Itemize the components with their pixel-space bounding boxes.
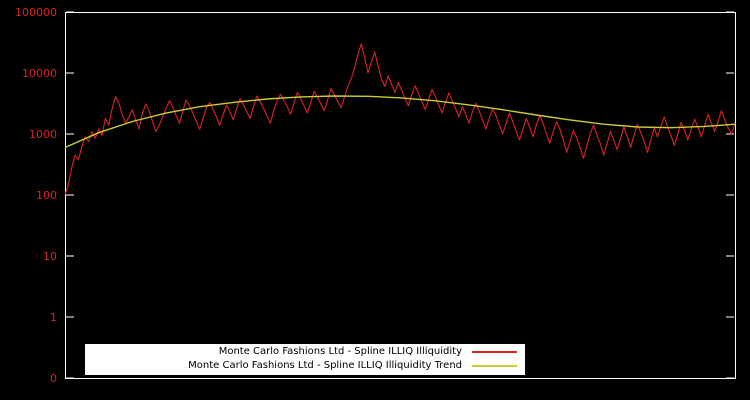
y-tick-label: 10 (43, 250, 57, 263)
y-tick-label: 100 (36, 189, 57, 202)
illiq-series-line (64, 43, 736, 196)
y-tick-label: 0 (50, 372, 57, 385)
y-tick-label: 1 (50, 311, 57, 324)
y-tick-label: 1000 (29, 128, 57, 141)
legend-line-sample-illiq (472, 351, 517, 353)
plot-border (65, 12, 736, 379)
legend-label-illiq: Monte Carlo Fashions Ltd - Spline ILLIQ … (218, 346, 462, 357)
legend-line-sample-trend (472, 365, 517, 367)
y-tick-label: 10000 (22, 67, 57, 80)
legend-entry: Monte Carlo Fashions Ltd - Spline ILLIQ … (93, 346, 517, 358)
y-tick-label: 100000 (15, 6, 57, 19)
legend-entry: Monte Carlo Fashions Ltd - Spline ILLIQ … (93, 360, 517, 372)
legend-label-trend: Monte Carlo Fashions Ltd - Spline ILLIQ … (188, 360, 462, 371)
illiq-trend-line (64, 95, 736, 149)
legend: Monte Carlo Fashions Ltd - Spline ILLIQ … (85, 344, 525, 375)
